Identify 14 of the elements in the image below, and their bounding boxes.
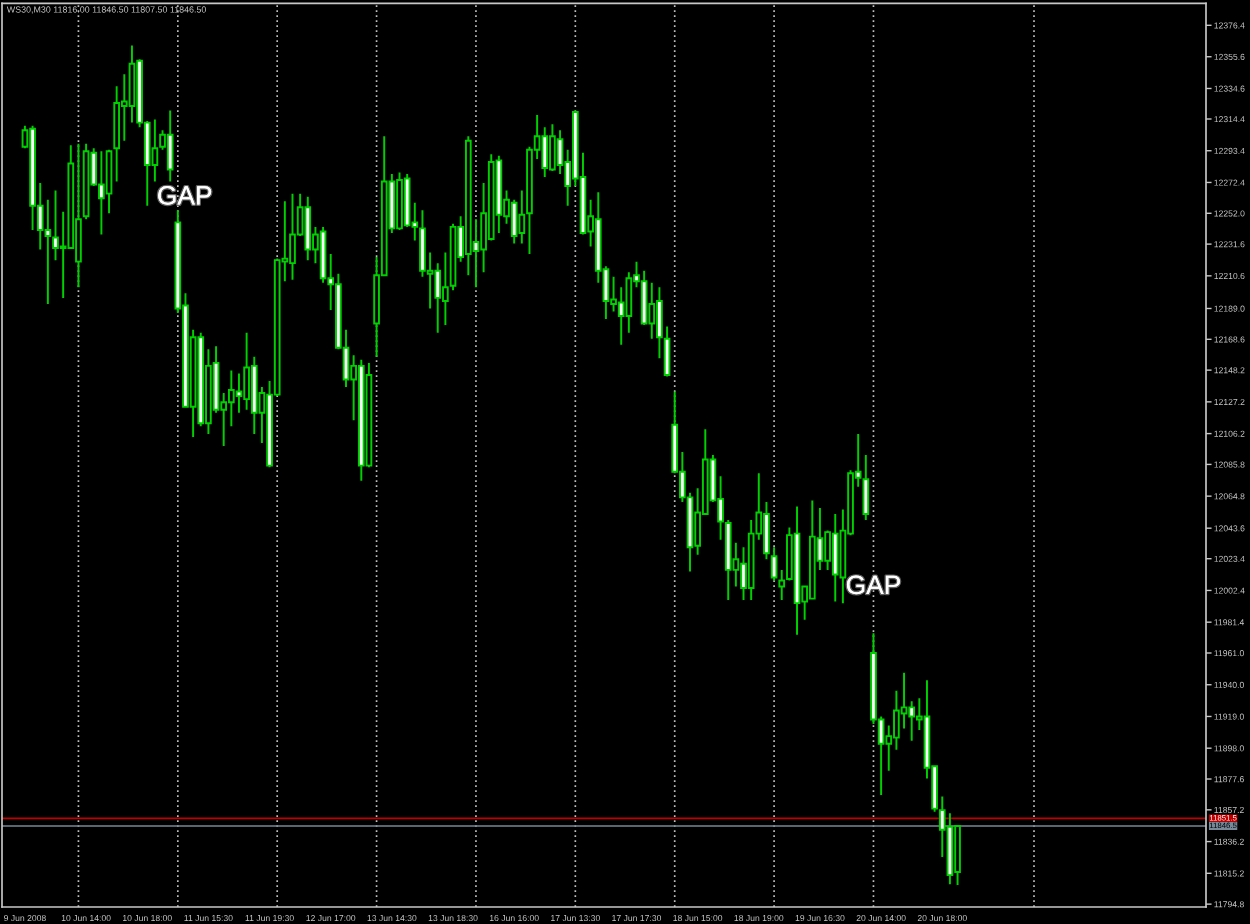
candlestick	[166, 109, 174, 183]
candlestick	[75, 142, 82, 289]
candlestick	[357, 358, 365, 482]
candlestick	[495, 154, 503, 234]
annotation: GAP	[846, 575, 900, 595]
candlestick	[793, 505, 801, 636]
candlestick	[549, 123, 556, 172]
candlestick	[289, 192, 296, 281]
candlestick	[510, 198, 518, 245]
candlestick	[396, 171, 403, 231]
candlestick	[98, 150, 105, 236]
annotation: GAP	[158, 186, 212, 205]
candlestick	[831, 513, 839, 603]
candlestick	[304, 195, 312, 262]
